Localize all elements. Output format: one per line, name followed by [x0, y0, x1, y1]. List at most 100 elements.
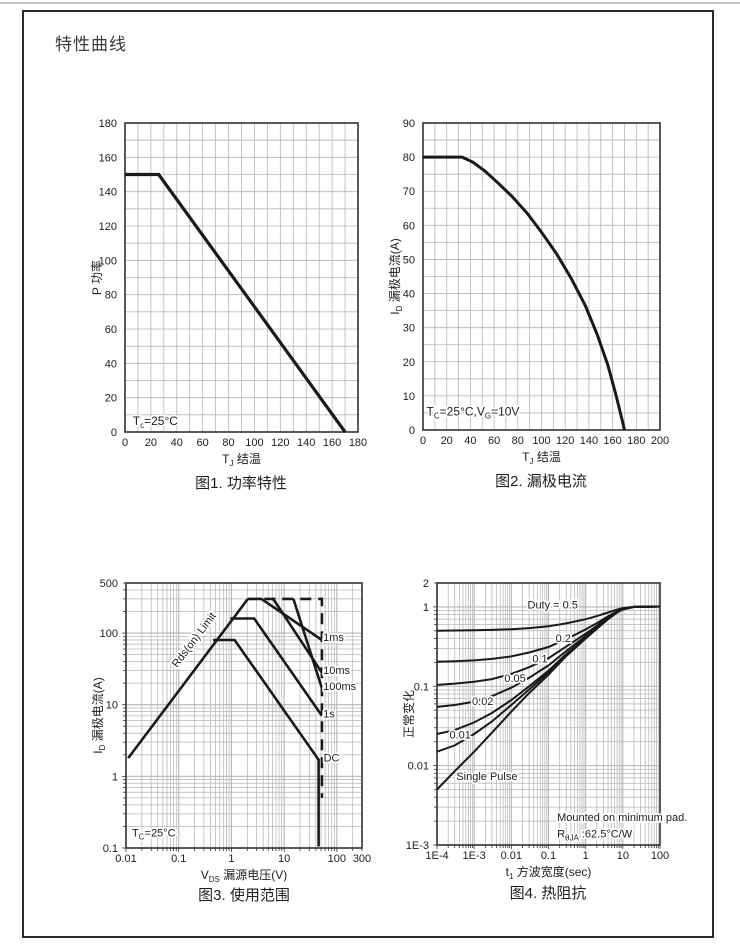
svg-text:0: 0 [122, 437, 128, 449]
svg-text:100: 100 [100, 628, 118, 640]
svg-text:20: 20 [145, 437, 157, 449]
svg-text:0: 0 [420, 435, 426, 447]
svg-text:100: 100 [245, 437, 263, 449]
svg-text:120: 120 [99, 221, 117, 233]
svg-text:80: 80 [105, 290, 117, 302]
figure-3-caption: 图3. 使用范围 [198, 887, 290, 904]
power-derating-line [125, 172, 347, 433]
figure-1-caption: 图1. 功率特性 [195, 475, 287, 492]
svg-text:200: 200 [651, 435, 669, 447]
chart-annotation: 0.02 [472, 696, 493, 708]
svg-text:40: 40 [171, 437, 183, 449]
svg-text:20: 20 [105, 393, 117, 405]
svg-text:300: 300 [353, 853, 371, 865]
svg-text:1E-4: 1E-4 [425, 850, 448, 862]
chart-annotation: TC=25°C,VG=10V [427, 405, 520, 421]
drain-current-line [423, 155, 626, 431]
svg-text:30: 30 [403, 323, 415, 335]
svg-text:0.1: 0.1 [103, 843, 118, 855]
figure-2-plot: 0 20 40 60 80 100 120 140 160 180 200 0 10 20 30 40 50 60… [388, 118, 669, 466]
svg-text:60: 60 [488, 435, 500, 447]
y-axis-label: ID 漏极电流(A) [91, 677, 107, 753]
svg-text:1: 1 [112, 771, 118, 783]
soa-1ms-line [247, 597, 323, 642]
svg-text:180: 180 [349, 437, 367, 449]
chart-annotation: DC [324, 753, 340, 765]
svg-text:120: 120 [556, 435, 574, 447]
chart-annotation: Tc=25°C [133, 414, 178, 430]
page-title: 特性曲线 [55, 35, 127, 54]
svg-text:0.01: 0.01 [115, 853, 136, 865]
svg-text:80: 80 [403, 152, 415, 164]
svg-text:0.1: 0.1 [541, 850, 556, 862]
svg-text:40: 40 [105, 358, 117, 370]
chart-annotation: 10ms [323, 665, 350, 677]
svg-text:140: 140 [99, 187, 117, 199]
x-axis-label: TJ 结温 [222, 452, 261, 468]
y-axis-label: 正常变化 [401, 690, 416, 738]
svg-text:0.1: 0.1 [171, 853, 186, 865]
svg-text:160: 160 [323, 437, 341, 449]
x-axis-label: VDS 漏源电压(V) [201, 868, 287, 884]
svg-text:90: 90 [403, 118, 415, 130]
chart-annotation: Mounted on minimum pad. [557, 812, 687, 824]
pulsed-limit-dashed-line [264, 597, 324, 798]
svg-text:10: 10 [403, 391, 415, 403]
svg-text:10: 10 [617, 850, 629, 862]
svg-text:0: 0 [409, 425, 415, 437]
svg-text:160: 160 [99, 152, 117, 164]
svg-text:180: 180 [627, 435, 645, 447]
chart-annotation: Duty = 0.5 [528, 600, 578, 612]
svg-text:0.1: 0.1 [414, 681, 429, 693]
rds-on-limit-line [127, 598, 249, 759]
svg-text:60: 60 [105, 324, 117, 336]
svg-text:2: 2 [423, 578, 429, 590]
figure-1-plot: 0 20 40 60 80 100 120 140 160 180 0 20 40 60 80 100 120 1… [89, 118, 367, 468]
svg-text:100: 100 [328, 853, 346, 865]
svg-text:10: 10 [278, 853, 290, 865]
svg-text:1: 1 [423, 602, 429, 614]
x-axis-label: TJ 结温 [522, 450, 561, 466]
soa-dc-line [213, 638, 320, 847]
svg-text:0: 0 [111, 427, 117, 439]
chart-annotation: 1ms [323, 632, 344, 644]
svg-text:70: 70 [403, 186, 415, 198]
svg-text:60: 60 [403, 220, 415, 232]
svg-text:500: 500 [100, 578, 118, 590]
svg-text:60: 60 [197, 437, 209, 449]
svg-text:100: 100 [99, 255, 117, 267]
svg-text:1E-3: 1E-3 [463, 850, 486, 862]
svg-text:100: 100 [651, 850, 669, 862]
chart-annotation: 0.05 [504, 673, 525, 685]
svg-text:0.01: 0.01 [408, 761, 429, 773]
chart-annotation: 0.1 [532, 653, 547, 665]
svg-text:0.01: 0.01 [501, 850, 522, 862]
chart-annotation: 0.2 [556, 633, 571, 645]
svg-text:10: 10 [106, 700, 118, 712]
svg-text:180: 180 [99, 118, 117, 130]
svg-text:50: 50 [403, 254, 415, 266]
svg-text:1: 1 [583, 850, 589, 862]
svg-text:80: 80 [512, 435, 524, 447]
chart-annotation: TC=25°C [132, 827, 176, 841]
y-axis-label: P 功率 [89, 260, 104, 295]
chart-annotation: 100ms [323, 681, 357, 693]
soa-100ms-line [292, 598, 324, 689]
figure-4-caption: 图4. 热阻抗 [509, 885, 587, 902]
svg-text:20: 20 [441, 435, 453, 447]
chart-annotation: Single Pulse [456, 771, 517, 783]
svg-text:1E-3: 1E-3 [406, 840, 429, 852]
x-axis-label: t1 方波宽度(sec) [506, 864, 592, 881]
single-pulse-curve [436, 605, 661, 791]
figure-2-caption: 图2. 漏极电流 [495, 473, 587, 490]
chart-annotation: 1s [323, 709, 335, 721]
svg-text:160: 160 [603, 435, 621, 447]
chart-annotation: 0.01 [449, 729, 470, 741]
page-frame [22, 10, 714, 938]
svg-text:1: 1 [228, 853, 234, 865]
duty-0.5-curve [436, 605, 661, 632]
